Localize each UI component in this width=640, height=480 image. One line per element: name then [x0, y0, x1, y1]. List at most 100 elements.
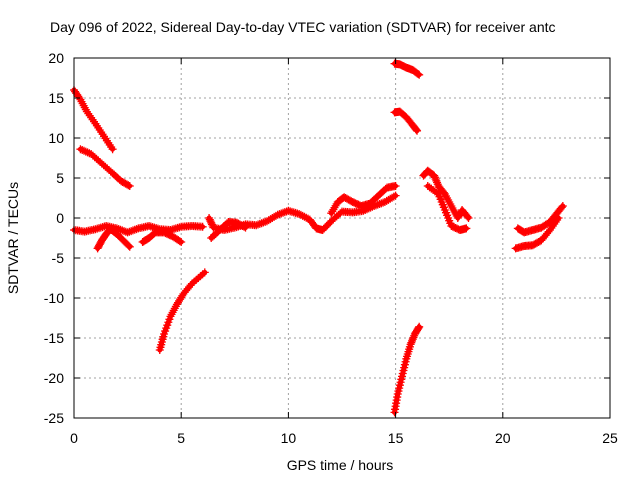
- series-arc-2: [76, 145, 134, 190]
- data-point-marker: [408, 335, 417, 344]
- data-point-marker: [377, 199, 386, 208]
- data-point-marker: [296, 210, 305, 219]
- data-point-marker: [300, 212, 309, 221]
- y-tick-label: -10: [44, 290, 64, 306]
- x-tick-label: 5: [177, 430, 185, 446]
- data-point-marker: [275, 210, 284, 219]
- data-point-marker: [302, 213, 311, 222]
- x-tick-label: 15: [388, 430, 404, 446]
- data-point-marker: [280, 208, 289, 217]
- data-point-marker: [252, 221, 261, 230]
- y-tick-label: -25: [44, 410, 64, 426]
- data-point-marker: [125, 227, 134, 236]
- data-point-marker: [553, 216, 562, 224]
- data-point-marker: [408, 336, 417, 345]
- x-tick-label: 0: [70, 430, 78, 446]
- data-point-marker: [414, 70, 423, 78]
- y-tick-label: 20: [48, 50, 64, 66]
- data-point-marker: [125, 182, 134, 190]
- y-tick-label: 0: [56, 210, 64, 226]
- data-point-marker: [177, 238, 186, 246]
- data-point-marker: [336, 209, 345, 218]
- data-point-marker: [125, 242, 134, 251]
- data-point-marker: [124, 241, 133, 250]
- data-point-marker: [389, 192, 398, 201]
- series-arc-5: [138, 228, 186, 246]
- data-point-marker: [463, 212, 472, 221]
- data-point-marker: [279, 208, 288, 217]
- data-point-marker: [123, 228, 132, 237]
- data-point-marker: [557, 203, 566, 212]
- data-point-marker: [255, 219, 264, 228]
- data-point-marker: [261, 217, 270, 226]
- data-point-marker: [80, 146, 89, 155]
- data-point-marker: [415, 70, 424, 79]
- data-point-marker: [120, 227, 129, 236]
- data-point-marker: [433, 178, 442, 187]
- series-arc-4: [93, 225, 134, 253]
- data-point-marker: [406, 340, 415, 349]
- data-point-marker: [81, 147, 90, 156]
- data-point-marker: [554, 214, 563, 222]
- data-point-marker: [124, 181, 133, 190]
- data-point-marker: [464, 214, 473, 222]
- data-point-marker: [414, 324, 423, 332]
- data-point-marker: [462, 224, 471, 233]
- data-point-marker: [371, 201, 380, 210]
- data-point-marker: [257, 219, 266, 228]
- data-point-marker: [411, 124, 420, 133]
- data-point-marker: [432, 176, 441, 185]
- data-point-marker: [558, 202, 567, 210]
- series-arc-10: [390, 59, 424, 79]
- data-point-marker: [430, 173, 439, 182]
- series-arc-8: [207, 218, 250, 242]
- data-point-marker: [375, 200, 384, 208]
- y-tick-label: 10: [48, 130, 64, 146]
- data-point-marker: [132, 225, 141, 234]
- data-point-marker: [407, 338, 416, 347]
- data-point-marker: [391, 182, 400, 190]
- chart-title: Day 096 of 2022, Sidereal Day-to-day VTE…: [50, 19, 556, 35]
- data-point-marker: [259, 218, 268, 227]
- series-arc-12: [390, 322, 424, 417]
- data-point-marker: [273, 210, 282, 219]
- data-point-marker: [254, 220, 263, 229]
- series-arc-16: [511, 214, 563, 253]
- data-point-marker: [128, 226, 137, 235]
- data-point-marker: [295, 210, 304, 218]
- data-point-marker: [409, 333, 418, 342]
- series-arc-6: [155, 268, 209, 354]
- y-tick-label: 5: [56, 170, 64, 186]
- data-point-marker: [277, 209, 286, 218]
- data-point-marker: [430, 171, 439, 180]
- x-tick-label: 25: [602, 430, 618, 446]
- data-point-marker: [413, 126, 422, 135]
- data-point-marker: [114, 225, 123, 234]
- data-point-marker: [127, 227, 136, 236]
- data-point-marker: [200, 268, 209, 277]
- y-tick-label: -5: [52, 250, 65, 266]
- data-point-marker: [118, 226, 127, 235]
- grid-lines: [74, 58, 610, 418]
- y-tick-label: -15: [44, 330, 64, 346]
- data-point-marker: [76, 145, 85, 154]
- data-point-marker: [298, 211, 307, 220]
- data-point-marker: [240, 222, 249, 231]
- data-point-marker: [359, 206, 368, 215]
- data-point-marker: [431, 175, 440, 184]
- data-point-marker: [116, 225, 125, 234]
- data-point-marker: [78, 146, 87, 154]
- series-arc-11: [390, 107, 422, 135]
- data-point-marker: [175, 237, 184, 246]
- y-axis-ticks: 20 15 10 5 0 -5 -10 -15 -20 -25: [44, 50, 610, 426]
- data-point-marker: [130, 225, 139, 234]
- data-point-marker: [373, 200, 382, 209]
- data-point-marker: [379, 198, 388, 207]
- data-point-marker: [271, 211, 280, 220]
- data-point-marker: [391, 191, 400, 200]
- x-axis-label: GPS time / hours: [287, 457, 394, 473]
- y-tick-label: 15: [48, 90, 64, 106]
- data-point-marker: [412, 125, 421, 134]
